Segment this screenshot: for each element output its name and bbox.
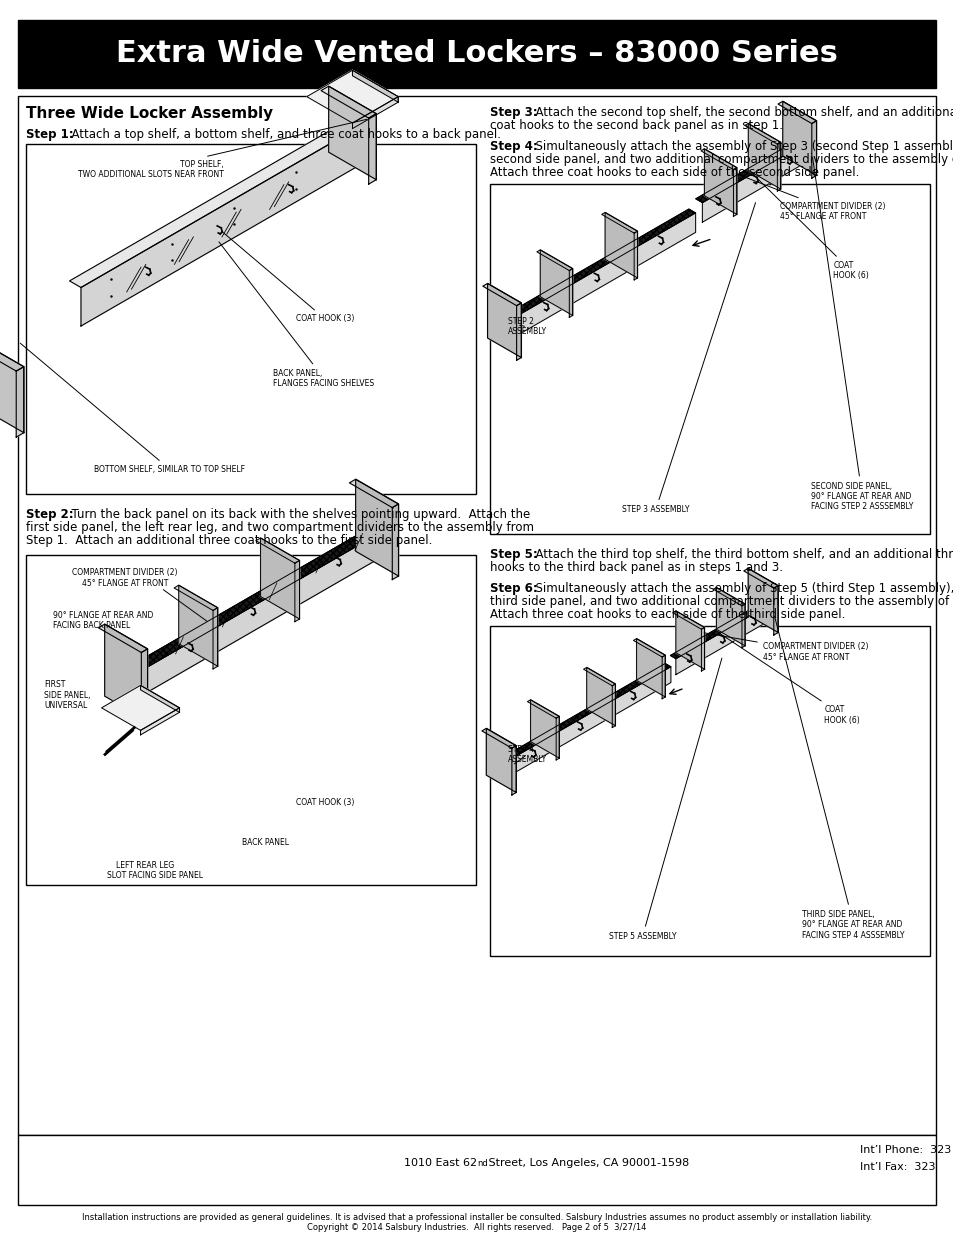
Text: FIRST
SIDE PANEL,
UNIVERSAL: FIRST SIDE PANEL, UNIVERSAL: [44, 680, 91, 710]
Polygon shape: [98, 624, 148, 652]
Text: Step 3:: Step 3:: [490, 106, 537, 119]
Text: second side panel, and two additional compartment dividers to the assembly of St: second side panel, and two additional co…: [490, 153, 953, 165]
Polygon shape: [672, 611, 704, 630]
Polygon shape: [747, 124, 780, 189]
Text: Step 1.  Attach an additional three coat hooks to the first side panel.: Step 1. Attach an additional three coat …: [26, 534, 432, 547]
Polygon shape: [513, 209, 695, 314]
Polygon shape: [136, 522, 387, 668]
Text: BACK PANEL: BACK PANEL: [242, 837, 289, 847]
Polygon shape: [661, 656, 664, 699]
Text: Step 6:: Step 6:: [490, 582, 537, 595]
Text: third side panel, and two additional compartment dividers to the assembly of Ste: third side panel, and two additional com…: [490, 595, 953, 608]
Polygon shape: [392, 504, 398, 579]
Text: Step 4:: Step 4:: [490, 140, 537, 153]
Polygon shape: [695, 136, 810, 203]
Polygon shape: [260, 538, 299, 619]
Polygon shape: [307, 70, 397, 124]
Polygon shape: [517, 303, 520, 361]
Polygon shape: [178, 585, 217, 666]
Polygon shape: [173, 585, 217, 610]
Text: Simultaneously attach the assembly of Step 3 (second Step 1 assembly), the: Simultaneously attach the assembly of St…: [527, 140, 953, 153]
Text: Street, Los Angeles, CA 90001-1598: Street, Los Angeles, CA 90001-1598: [484, 1158, 688, 1168]
Text: BOTTOM SHELF, SIMILAR TO TOP SHELF: BOTTOM SHELF, SIMILAR TO TOP SHELF: [20, 343, 245, 474]
Polygon shape: [352, 70, 397, 103]
Text: Step 2:: Step 2:: [26, 508, 73, 521]
Polygon shape: [368, 114, 375, 184]
Polygon shape: [345, 121, 356, 167]
Polygon shape: [601, 212, 637, 233]
Polygon shape: [700, 627, 704, 671]
Polygon shape: [811, 121, 816, 178]
Polygon shape: [321, 86, 375, 119]
Text: COMPARTMENT DIVIDER (2)
45° FLANGE AT FRONT: COMPARTMENT DIVIDER (2) 45° FLANGE AT FR…: [703, 632, 867, 662]
Polygon shape: [744, 124, 780, 144]
Polygon shape: [713, 588, 744, 606]
Polygon shape: [136, 522, 387, 668]
Polygon shape: [700, 149, 736, 169]
Polygon shape: [675, 611, 704, 669]
Text: COAT HOOK (3): COAT HOOK (3): [295, 798, 354, 806]
Text: TOP SHELF,
TWO ADDITIONAL SLOTS NEAR FRONT: TOP SHELF, TWO ADDITIONAL SLOTS NEAR FRO…: [78, 120, 367, 179]
Polygon shape: [213, 608, 217, 669]
Polygon shape: [519, 212, 695, 333]
Text: Attach the second top shelf, the second bottom shelf, and an additional three: Attach the second top shelf, the second …: [527, 106, 953, 119]
Polygon shape: [70, 121, 356, 288]
Polygon shape: [773, 585, 778, 635]
Polygon shape: [782, 101, 816, 175]
Polygon shape: [777, 142, 780, 191]
Text: Step 5:: Step 5:: [490, 548, 537, 561]
Polygon shape: [294, 561, 299, 621]
Text: first side panel, the left rear leg, and two compartment dividers to the assembl: first side panel, the left rear leg, and…: [26, 521, 534, 534]
Text: Installation instructions are provided as general guidelines. It is advised that: Installation instructions are provided a…: [82, 1213, 871, 1221]
Polygon shape: [16, 367, 24, 437]
Polygon shape: [633, 638, 664, 657]
Bar: [18, 1135, 935, 1205]
Polygon shape: [349, 479, 398, 508]
Text: coat hooks to the second back panel as in step 1.: coat hooks to the second back panel as i…: [490, 119, 782, 132]
Bar: [18, 96, 935, 1135]
Polygon shape: [778, 101, 816, 124]
Text: Attach three coat hooks to each side of the third side panel.: Attach three coat hooks to each side of …: [490, 608, 844, 621]
Polygon shape: [512, 746, 516, 795]
Polygon shape: [527, 700, 558, 719]
Polygon shape: [747, 568, 778, 632]
Polygon shape: [670, 600, 772, 658]
Polygon shape: [733, 168, 736, 216]
Polygon shape: [355, 479, 398, 576]
Bar: [18, 20, 935, 88]
Polygon shape: [530, 700, 558, 758]
Polygon shape: [482, 284, 520, 306]
Polygon shape: [140, 685, 179, 713]
Text: STEP 4
ASSEMBLY: STEP 4 ASSEMBLY: [507, 745, 546, 764]
Text: Attach the third top shelf, the third bottom shelf, and an additional three coat: Attach the third top shelf, the third bo…: [527, 548, 953, 561]
Text: Turn the back panel on its back with the shelves pointing upward.  Attach the: Turn the back panel on its back with the…: [64, 508, 530, 521]
Text: THIRD SIDE PANEL,
90° FLANGE AT REAR AND
FACING STEP 4 ASSSEMBLY: THIRD SIDE PANEL, 90° FLANGE AT REAR AND…: [774, 618, 904, 940]
Text: STEP 3 ASSEMBLY: STEP 3 ASSEMBLY: [621, 203, 755, 514]
Polygon shape: [101, 685, 179, 730]
Text: Attach a top shelf, a bottom shelf, and three coat hooks to a back panel.: Attach a top shelf, a bottom shelf, and …: [64, 128, 500, 141]
Polygon shape: [743, 568, 778, 588]
Polygon shape: [636, 638, 664, 697]
Text: LEFT REAR LEG: LEFT REAR LEG: [116, 861, 174, 869]
Polygon shape: [586, 667, 615, 726]
Polygon shape: [255, 538, 299, 563]
Text: Int’l Fax:  323: Int’l Fax: 323: [859, 1162, 935, 1172]
Polygon shape: [604, 212, 637, 278]
Text: COMPARTMENT DIVIDER (2)
45° FLANGE AT FRONT: COMPARTMENT DIVIDER (2) 45° FLANGE AT FR…: [72, 568, 177, 588]
Text: SLOT FACING SIDE PANEL: SLOT FACING SIDE PANEL: [107, 871, 203, 879]
Text: BACK PANEL,
FLANGES FACING SHELVES: BACK PANEL, FLANGES FACING SHELVES: [218, 242, 375, 388]
Polygon shape: [539, 249, 572, 315]
Polygon shape: [583, 667, 615, 685]
Text: COMPARTMENT DIVIDER (2)
45° FLANGE AT FRONT: COMPARTMENT DIVIDER (2) 45° FLANGE AT FR…: [736, 174, 885, 221]
Polygon shape: [703, 149, 736, 215]
Bar: [26, 144, 476, 494]
Polygon shape: [487, 284, 520, 358]
Polygon shape: [675, 603, 772, 674]
Polygon shape: [741, 604, 744, 647]
Polygon shape: [509, 663, 670, 757]
Text: Three Wide Locker Assembly: Three Wide Locker Assembly: [26, 106, 273, 121]
Text: Simultaneously attach the assembly of Step 5 (third Step 1 assembly), the: Simultaneously attach the assembly of St…: [527, 582, 953, 595]
Polygon shape: [140, 708, 179, 735]
Polygon shape: [569, 269, 572, 317]
Polygon shape: [556, 716, 558, 760]
